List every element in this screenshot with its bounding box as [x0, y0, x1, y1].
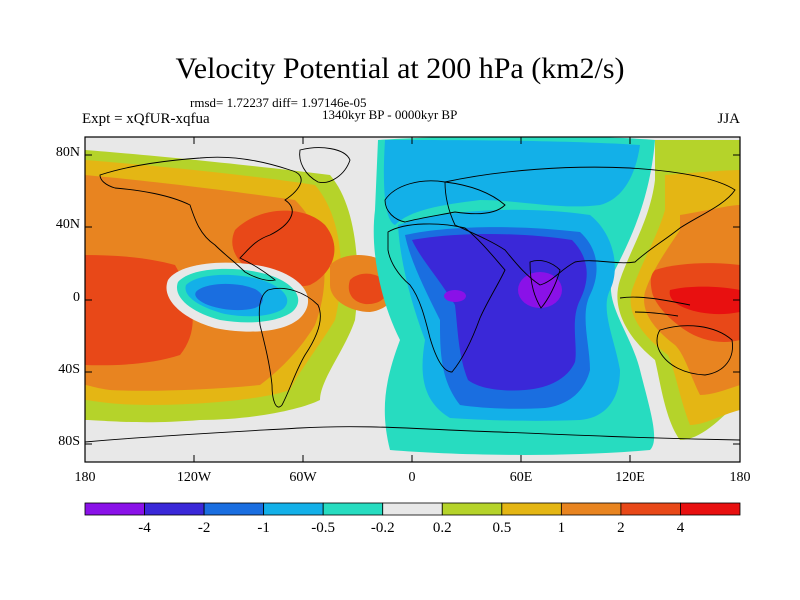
- period-text: 1340kyr BP - 0000kyr BP: [322, 107, 458, 122]
- colorbar-level-label: 0.2: [432, 520, 452, 536]
- contour-field: [85, 137, 740, 462]
- colorbar-level-label: -0.2: [370, 520, 395, 536]
- colorbar-swatch: [144, 502, 205, 516]
- plot-title: Velocity Potential at 200 hPa (km2/s): [175, 52, 625, 85]
- colorbar-swatch: [501, 502, 562, 516]
- colorbar-swatch: [441, 502, 503, 516]
- lat-tick-label: 80N: [55, 145, 80, 160]
- west-pacific-positive-region: [617, 140, 740, 440]
- lon-tick-label: 60E: [509, 470, 533, 485]
- lat-tick-label: 40N: [55, 217, 80, 232]
- lon-tick-label: 60W: [289, 470, 317, 485]
- colorbar-level-label: 4: [676, 520, 685, 536]
- lat-tick-label: 0: [73, 290, 80, 305]
- lon-tick-label: 180: [74, 470, 96, 485]
- lon-tick-label: 120W: [176, 470, 212, 485]
- axis-ticks: [85, 137, 740, 462]
- colorbar-swatch: [560, 502, 622, 516]
- colorbar-level-label: 0.5: [492, 520, 512, 536]
- lon-tick-label: 0: [408, 470, 416, 485]
- colorbar-level-label: -2: [197, 520, 211, 536]
- colorbar-swatch: [203, 502, 265, 516]
- lat-tick-label: 80S: [58, 434, 80, 449]
- colorbar-level-label: 2: [617, 520, 625, 536]
- experiment-text: Expt = xQfUR-xqfua: [82, 111, 210, 127]
- colorbar-level-label: -4: [138, 520, 151, 536]
- colorbar-swatch: [620, 502, 681, 516]
- lat-tick-label: 40S: [58, 362, 80, 377]
- colorbar-swatch: [382, 502, 443, 516]
- season-label: JJA: [717, 111, 740, 127]
- east-pacific-negative-cell: [166, 262, 309, 332]
- lon-tick-label: 120E: [615, 470, 645, 485]
- colorbar-level-label: 1: [557, 520, 566, 536]
- colorbar-swatch: [263, 502, 324, 516]
- colorbar-level-label: -1: [257, 520, 270, 536]
- coastlines: [85, 147, 740, 443]
- lon-tick-label: 180: [729, 470, 751, 485]
- colorbar-level-label: -0.5: [311, 520, 336, 536]
- colorbar: [84, 502, 741, 516]
- africa-indian-negative-region: [373, 137, 655, 455]
- colorbar-swatch: [322, 502, 384, 516]
- colorbar-swatch: [84, 502, 145, 516]
- stats-text: rmsd= 1.72237 diff= 1.97146e-05: [190, 95, 367, 110]
- colorbar-swatch: [680, 502, 741, 516]
